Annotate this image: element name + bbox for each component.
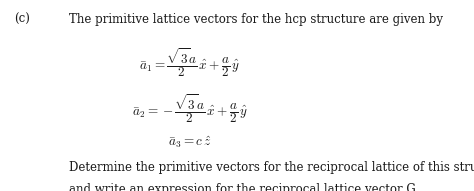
Text: and write an expression for the reciprocal lattice vector G.: and write an expression for the reciproc…	[69, 183, 419, 191]
Text: (c): (c)	[14, 13, 30, 26]
Text: $\bar{a}_1 = \dfrac{\sqrt{3}a}{2}\,\hat{x} + \dfrac{a}{2}\,\hat{y}$: $\bar{a}_1 = \dfrac{\sqrt{3}a}{2}\,\hat{…	[139, 46, 240, 79]
Text: $\bar{a}_2 = -\dfrac{\sqrt{3}a}{2}\,\hat{x} + \dfrac{a}{2}\,\hat{y}$: $\bar{a}_2 = -\dfrac{\sqrt{3}a}{2}\,\hat…	[131, 92, 248, 125]
Text: Determine the primitive vectors for the reciprocal lattice of this structure: Determine the primitive vectors for the …	[69, 161, 474, 174]
Text: The primitive lattice vectors for the hcp structure are given by: The primitive lattice vectors for the hc…	[69, 13, 443, 26]
Text: $\bar{a}_3 = c\,\hat{z}$: $\bar{a}_3 = c\,\hat{z}$	[168, 134, 211, 150]
